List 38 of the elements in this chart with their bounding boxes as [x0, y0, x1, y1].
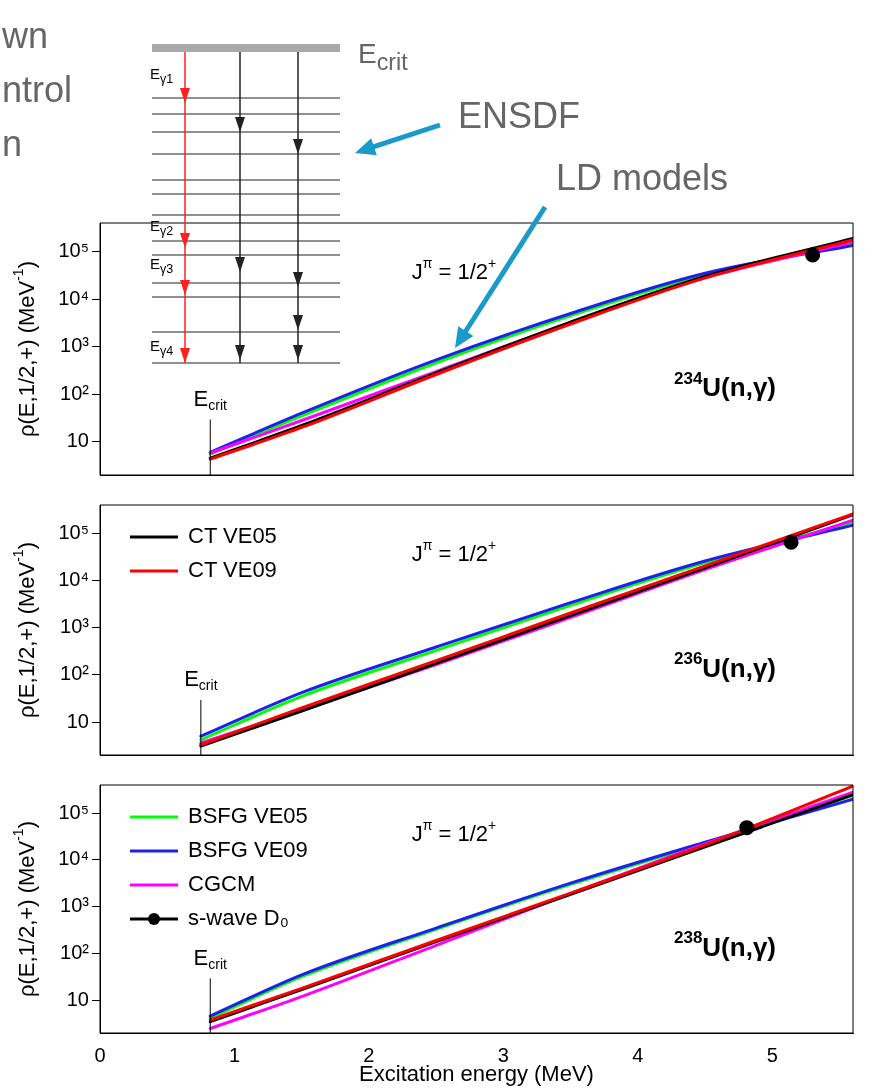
- x-tick-label: 4: [632, 1043, 644, 1066]
- legend-label: s-wave D₀: [188, 905, 289, 931]
- x-tick-label: 1: [228, 1043, 241, 1066]
- annotation: E$_{γ2}$: [150, 217, 174, 238]
- y-tick-label: 10³: [60, 615, 90, 638]
- y-tick-label: 10⁵: [58, 800, 89, 823]
- y-tick-label: 10³: [60, 894, 90, 917]
- y-tick-label: 10³: [60, 334, 90, 357]
- y-tick-label: 10: [66, 709, 89, 732]
- y-tick-label: 10⁴: [58, 847, 89, 870]
- annotation: E$_{γ4}$: [150, 337, 174, 358]
- legend-label: CT VE09: [188, 557, 277, 583]
- x-tick-label: 0: [94, 1043, 106, 1066]
- annotation: E$_{γ3}$: [150, 255, 174, 276]
- text: n: [2, 123, 23, 164]
- legend-label: CGCM: [188, 871, 256, 897]
- text: E$_{crit}$: [358, 38, 408, 75]
- text: LD models: [556, 157, 729, 198]
- text: ENSDF: [458, 95, 581, 136]
- y-tick-label: 10⁴: [58, 286, 89, 309]
- text: ntrol: [2, 69, 73, 110]
- y-axis-title: ρ(E,1/2,+) (MeV-1): [10, 821, 40, 997]
- legend-label: BSFG VE05: [188, 803, 308, 829]
- y-tick-label: 10²: [60, 381, 90, 404]
- x-tick-label: 5: [766, 1043, 778, 1066]
- y-axis-title: ρ(E,1/2,+) (MeV-1): [10, 542, 40, 718]
- text: E$_{γ1}$: [150, 65, 174, 86]
- y-tick-label: 10²: [60, 662, 90, 685]
- y-tick-label: 10: [66, 429, 89, 452]
- y-tick-label: 10²: [60, 941, 90, 964]
- text: wn: [2, 15, 49, 56]
- y-axis-title: ρ(E,1/2,+) (MeV-1): [10, 261, 40, 437]
- y-tick-label: 10⁴: [58, 568, 89, 591]
- y-tick-label: 10⁵: [58, 520, 89, 543]
- y-tick-label: 10: [66, 987, 89, 1010]
- legend-label: CT VE05: [188, 523, 277, 549]
- y-tick-label: 10⁵: [58, 239, 89, 262]
- legend-label: BSFG VE09: [188, 837, 308, 863]
